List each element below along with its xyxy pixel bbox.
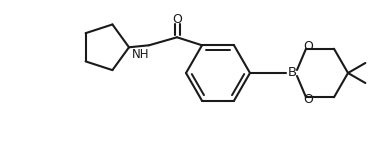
Text: O: O <box>303 93 313 106</box>
Text: B: B <box>288 67 296 80</box>
Text: O: O <box>303 40 313 53</box>
Text: NH: NH <box>132 48 150 61</box>
Text: O: O <box>172 13 182 26</box>
